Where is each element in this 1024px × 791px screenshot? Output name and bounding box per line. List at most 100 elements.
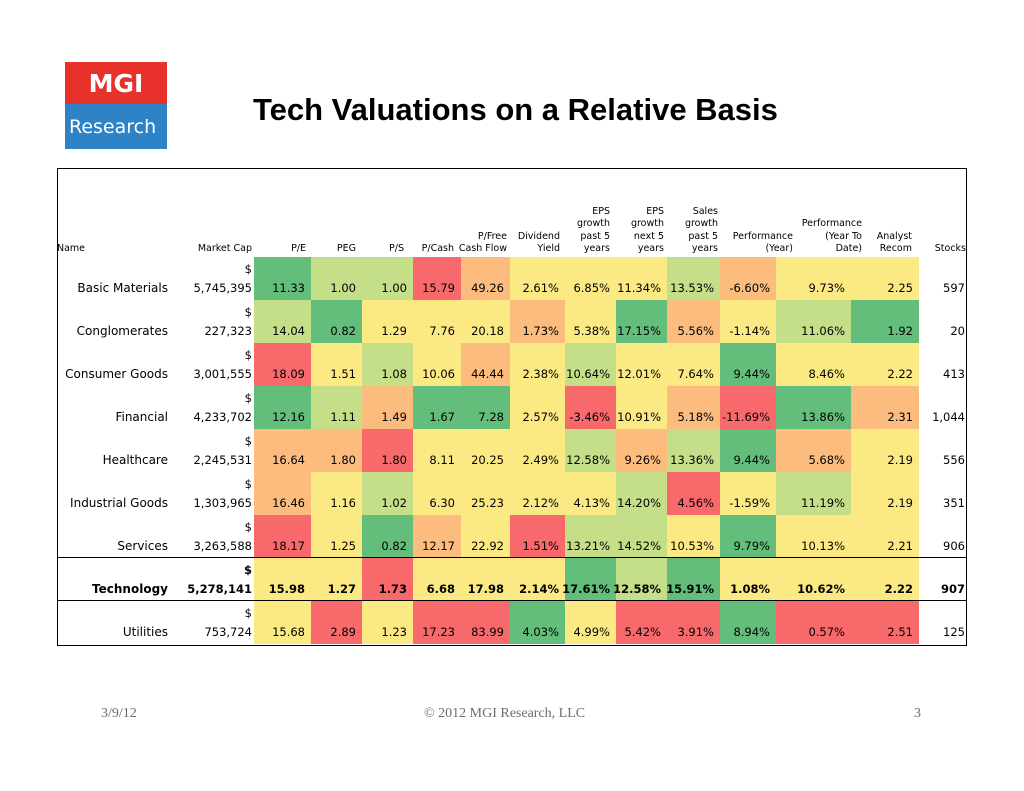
heat-cell (616, 472, 667, 515)
table-value: 6.85% (573, 281, 610, 295)
table-value: -1.14% (729, 324, 770, 338)
column-header-line: Yield (537, 242, 560, 254)
heat-cell (720, 601, 776, 644)
column-header-line: Analyst (876, 230, 912, 242)
table-value: 14.20% (617, 496, 661, 510)
heat-cell (776, 601, 851, 644)
heat-cell (565, 300, 616, 343)
table-value: 6.30 (429, 496, 455, 510)
table-value: 11.34% (617, 281, 661, 295)
table-value: 0.82 (381, 539, 407, 553)
heat-cell (413, 343, 461, 386)
heat-cell (720, 257, 776, 300)
table-value: 16.64 (272, 453, 305, 467)
table-value: 10.53% (670, 539, 714, 553)
heat-cell (720, 386, 776, 429)
table-value: 14.52% (617, 539, 661, 553)
market-cap-value: 5,745,395 (193, 281, 252, 295)
table-value: -1.59% (729, 496, 770, 510)
column-header-line: Recom (879, 242, 912, 254)
table-value: 556 (943, 453, 965, 467)
column-header-line: Cash Flow (458, 242, 507, 254)
slide-title: Tech Valuations on a Relative Basis (253, 92, 778, 127)
table-value: 597 (943, 281, 965, 295)
table-value: 1.92 (887, 324, 913, 338)
table-value: 1.00 (381, 281, 407, 295)
table-value: 2.25 (887, 281, 913, 295)
table-value: 9.73% (808, 281, 845, 295)
table-value: 125 (943, 625, 965, 639)
market-cap-value: 4,233,702 (193, 410, 252, 424)
table-value: 13.53% (670, 281, 714, 295)
column-header-12: Performance (Year To Date) (802, 218, 862, 255)
table-value: 4.03% (522, 625, 559, 639)
heat-cell (720, 472, 776, 515)
heat-cell (254, 515, 311, 558)
footer-copyright: © 2012 MGI Research, LLC (424, 706, 586, 721)
heat-cell (362, 601, 413, 644)
table-value: 2.89 (330, 625, 356, 639)
column-header-line: Market Cap (197, 242, 252, 254)
table-value: 44.44 (471, 367, 504, 381)
column-header-10: Sales growth past 5 years (685, 206, 718, 255)
table-value: 15.68 (272, 625, 305, 639)
column-header-3: PEG (337, 243, 356, 255)
table-value: 5.68% (808, 453, 845, 467)
heat-cell (616, 386, 667, 429)
heat-cell (616, 601, 667, 644)
table-value: 17.98 (467, 582, 504, 596)
table-value: 2.61% (522, 281, 559, 295)
heat-cell (311, 558, 362, 601)
heat-cell (667, 429, 720, 472)
table-value: 4.13% (573, 496, 610, 510)
table-value: -11.69% (722, 410, 770, 424)
market-cap-currency: $ (244, 348, 252, 362)
table-value: 13.36% (670, 453, 714, 467)
column-header-line: (Year) (765, 242, 793, 254)
column-header-line: P/Cash (421, 242, 454, 254)
heat-cell (413, 386, 461, 429)
heat-cell (510, 257, 565, 300)
table-value: 7.28 (478, 410, 504, 424)
column-header-14: Stocks (935, 243, 966, 255)
heat-cell (565, 515, 616, 558)
table-value: 351 (943, 496, 965, 510)
heat-cell (362, 386, 413, 429)
heat-cell (311, 429, 362, 472)
table-value: 17.23 (422, 625, 455, 639)
table-value: 6.68 (426, 582, 455, 596)
column-header-0: Name (57, 243, 85, 255)
table-value: 15.91% (666, 582, 714, 596)
table-value: 9.44% (733, 367, 770, 381)
column-header-13: Analyst Recom (877, 231, 912, 255)
table-value: 17.15% (617, 324, 661, 338)
table-value: 12.16 (272, 410, 305, 424)
heat-cell (413, 515, 461, 558)
table-value: 906 (943, 539, 965, 553)
row-divider (58, 600, 966, 601)
heat-cell (667, 601, 720, 644)
heat-cell (311, 515, 362, 558)
heat-cell (851, 386, 919, 429)
row-name: Conglomerates (76, 324, 168, 338)
heat-cell (413, 601, 461, 644)
column-header-line: Stocks (934, 242, 966, 254)
row-name: Services (117, 539, 168, 553)
row-name: Industrial Goods (70, 496, 168, 510)
heat-cell (362, 558, 413, 601)
table-value: 2.21 (887, 539, 913, 553)
mgi-research-logo: MGI Research (65, 62, 167, 149)
column-header-line: years (691, 242, 718, 254)
heat-cell (565, 601, 616, 644)
heat-cell (667, 343, 720, 386)
market-cap-currency: $ (244, 305, 252, 319)
column-header-7: Dividend Yield (518, 231, 560, 255)
heat-cell (311, 386, 362, 429)
heat-cell (616, 515, 667, 558)
market-cap-value: 5,278,141 (187, 582, 252, 596)
column-header-line: Date) (835, 242, 862, 254)
heat-cell (565, 472, 616, 515)
table-value: 2.14% (519, 582, 559, 596)
table-value: 1.00 (330, 281, 356, 295)
table-value: 14.04 (272, 324, 305, 338)
